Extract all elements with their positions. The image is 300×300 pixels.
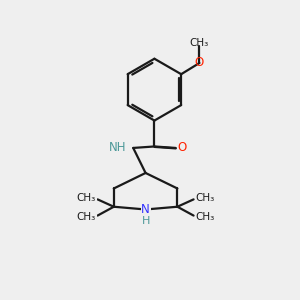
Text: H: H [141,216,150,226]
Text: CH₃: CH₃ [77,212,96,222]
Text: N: N [141,203,150,216]
Text: NH: NH [109,141,127,154]
Text: CH₃: CH₃ [195,193,214,203]
Text: CH₃: CH₃ [190,38,209,48]
Text: O: O [178,141,187,154]
Text: CH₃: CH₃ [195,212,214,222]
Text: CH₃: CH₃ [77,193,96,203]
Text: O: O [195,56,204,70]
